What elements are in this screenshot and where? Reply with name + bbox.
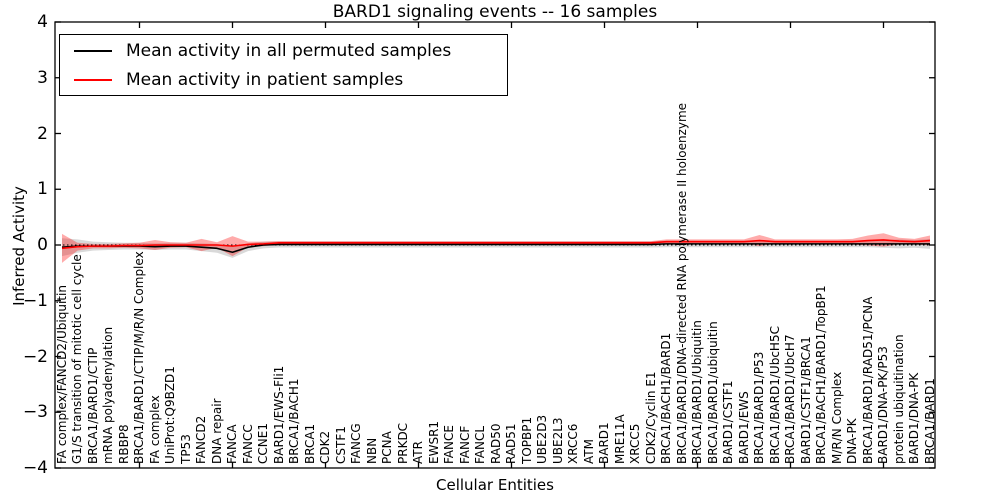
x-axis-label: Cellular Entities <box>436 476 554 494</box>
x-tick-label: RAD51 <box>504 423 518 464</box>
x-tick-label: NBN <box>364 437 379 464</box>
x-tick-label: BRCA1/BARD1/UbcH5C <box>767 326 782 464</box>
x-tick-label: BRCA1/BACH1/BARD1/TopBP1 <box>814 285 828 464</box>
x-tick-label: BARD1/CSTF1 <box>721 380 735 464</box>
x-tick-label: BARD1/EWS-Fli1 <box>271 365 286 464</box>
legend-label: Mean activity in patient samples <box>126 69 404 90</box>
x-tick-label: FA complex <box>147 395 162 464</box>
x-tick-label: G1/S transition of mitotic cell cycle <box>70 254 84 464</box>
x-tick-label: TP53 <box>178 434 193 464</box>
x-tick-label: FA complex/FANCD2/Ubiquitin <box>54 285 69 464</box>
x-tick-label: FANCF <box>457 425 472 464</box>
y-tick-label: 3 <box>37 67 48 88</box>
legend-entry-patient: Mean activity in patient samples <box>60 69 507 91</box>
x-tick-label: BARD1/CSTF1/BRCA1 <box>798 336 813 464</box>
x-tick-label: FANCC <box>240 424 255 464</box>
x-tick-label: CDK2/Cyclin E1 <box>643 371 658 464</box>
x-tick-label: UniProt:Q9BZD1 <box>163 366 177 464</box>
x-tick-label: BRCA1 <box>302 423 317 464</box>
legend: Mean activity in all permuted samples Me… <box>59 34 508 96</box>
x-tick-label: BRCA1/BACH1/BARD1 <box>659 332 673 464</box>
x-tick-label: BRCA1/BARD1/ubiquitin <box>705 321 720 464</box>
y-tick-label: −3 <box>22 402 48 423</box>
x-tick-label: BARD1/DNA-PK/P53 <box>876 346 890 464</box>
x-tick-label: BRCA1/BARD1/DNA-directed RNA polymerase … <box>674 102 689 464</box>
legend-entry-permuted: Mean activity in all permuted samples <box>60 40 507 62</box>
x-tick-label: MRE11A <box>612 414 627 464</box>
x-tick-label: FANCG <box>349 423 363 464</box>
x-tick-label: XRCC6 <box>566 423 580 464</box>
patient-band <box>62 233 930 263</box>
x-tick-label: XRCC5 <box>628 423 642 464</box>
permuted-mean-line <box>61 243 930 254</box>
x-tick-label: FANCD2 <box>194 415 208 464</box>
y-tick-label: −4 <box>22 458 48 478</box>
x-tick-label: FANCE <box>442 425 456 464</box>
x-tick-label: BRCA1/BARD1/Ubiquitin <box>690 320 704 464</box>
x-tick-label: PCNA <box>380 431 394 464</box>
x-tick-label: DNA repair <box>209 398 224 464</box>
x-tick-label: PRKDC <box>395 422 410 464</box>
x-tick-label: BRCA1/BACH1 <box>287 378 301 464</box>
x-tick-label: UBE2D3 <box>535 414 549 464</box>
legend-line-sample <box>74 78 112 81</box>
x-tick-label: BRCA1/BARD1/RAD51/PCNA <box>860 296 875 464</box>
x-tick-label: CDK2 <box>318 430 332 464</box>
x-tick-label: FANCL <box>473 425 487 464</box>
x-tick-label: RBBP8 <box>116 424 131 464</box>
y-tick-label: −1 <box>22 290 48 311</box>
legend-line-sample <box>74 49 112 52</box>
x-tick-label: BRCA1/BARD1/UbcH7 <box>783 334 797 464</box>
x-tick-label: ATM <box>581 439 596 464</box>
x-tick-label: CSTF1 <box>333 426 348 464</box>
chart-title: BARD1 signaling events -- 16 samples <box>332 2 658 22</box>
x-tick-label: BARD1 <box>597 422 611 464</box>
x-tick-label: ATR <box>411 441 425 464</box>
legend-label: Mean activity in all permuted samples <box>126 40 452 61</box>
y-tick-label: −2 <box>22 346 48 367</box>
y-tick-label: 1 <box>37 179 48 200</box>
x-tick-label: BRCA1/BARD1/CTIP/M/R/N Complex <box>132 251 146 464</box>
x-tick-label: RAD50 <box>488 423 503 464</box>
y-tick-label: 4 <box>37 12 48 32</box>
x-tick-label: DNA-PK <box>845 418 859 464</box>
x-tick-label: BARD1/EWS <box>736 391 751 464</box>
x-tick-label: protein ubiquitination <box>891 334 906 464</box>
x-tick-label: UBE2L3 <box>550 417 565 464</box>
x-tick-label: mRNA polyadenylation <box>101 326 115 464</box>
x-tick-label: M/R/N Complex <box>829 371 844 464</box>
x-tick-label: BARD1/DNA-PK <box>907 372 921 464</box>
y-tick-label: 2 <box>37 123 48 144</box>
x-tick-label: CCNE1 <box>256 423 270 464</box>
x-tick-label: BRCA1/BARD1 <box>922 378 937 464</box>
x-tick-label: EWSR1 <box>426 420 441 464</box>
x-tick-label: BRCA1/BARD1/P53 <box>752 351 766 464</box>
x-tick-label: FANCA <box>225 424 239 464</box>
y-tick-label: 0 <box>37 235 48 255</box>
x-tick-label: TOPBP1 <box>519 416 534 464</box>
x-tick-label: BRCA1/BARD1/CTIP <box>85 347 100 464</box>
patient-mean-line <box>61 239 931 250</box>
